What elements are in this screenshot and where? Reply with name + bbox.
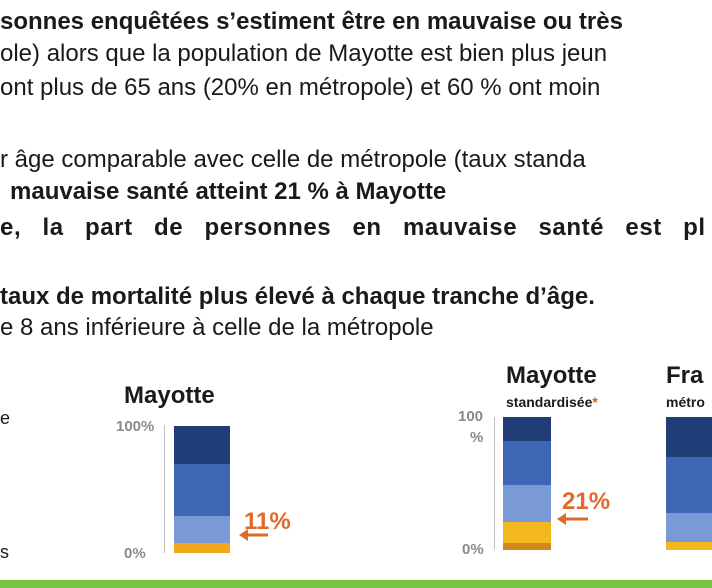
text-line-1: sonnes enquêtées s’estiment être en mauv… (0, 8, 623, 35)
y-tick-top-unit: % (470, 429, 484, 446)
left-fragment-bottom: s (0, 542, 9, 562)
chart-title: Mayotte (506, 362, 597, 389)
bar-segment (503, 441, 551, 485)
arrow-icon (557, 513, 588, 525)
left-fragment-top: e (0, 408, 11, 428)
bar-segment (503, 543, 551, 550)
bar-segment (174, 516, 230, 543)
highlight-value: 21% (562, 488, 611, 515)
bar-segment (503, 485, 551, 522)
y-axis (494, 417, 495, 550)
bar-segment (666, 417, 712, 457)
y-tick-bottom: 0% (124, 545, 146, 562)
highlight-value: 11% (244, 508, 291, 535)
y-axis (164, 425, 165, 553)
bar-segment (174, 543, 230, 553)
bar-segment (666, 513, 712, 542)
bar-segment (666, 542, 712, 550)
y-tick-bottom: 0% (462, 541, 484, 558)
bar-segment (174, 464, 230, 516)
y-tick-top: 100% (116, 418, 155, 435)
bar-segment (503, 417, 551, 441)
text-line-6: e, la part de personnes en mauvaise sant… (0, 214, 706, 241)
text-line-2: ole) alors que la population de Mayotte … (0, 40, 608, 67)
text-line-3: ont plus de 65 ans (20% en métropole) et… (0, 74, 601, 101)
bottom-green-rule (0, 580, 712, 588)
text-line-7: taux de mortalité plus élevé à chaque tr… (0, 283, 595, 310)
stacked-bar (174, 425, 230, 553)
y-tick-top: 100 (458, 408, 484, 425)
bar-segment (503, 522, 551, 543)
chart-title: Mayotte (124, 382, 215, 409)
stacked-bar (666, 417, 712, 550)
chart-subtitle: standardisée* (506, 394, 598, 410)
arrow-icon (239, 529, 268, 541)
bar-segment (666, 457, 712, 513)
chart-subtitle: métro (666, 394, 705, 410)
stacked-bar (503, 417, 551, 550)
text-line-8: e 8 ans inférieure à celle de la métropo… (0, 314, 434, 341)
bar-segment (174, 426, 230, 464)
chart-title: Fra (666, 362, 704, 389)
text-line-4: r âge comparable avec celle de métropole… (0, 146, 586, 173)
text-line-5: mauvaise santé atteint 21 % à Mayotte (10, 178, 447, 205)
